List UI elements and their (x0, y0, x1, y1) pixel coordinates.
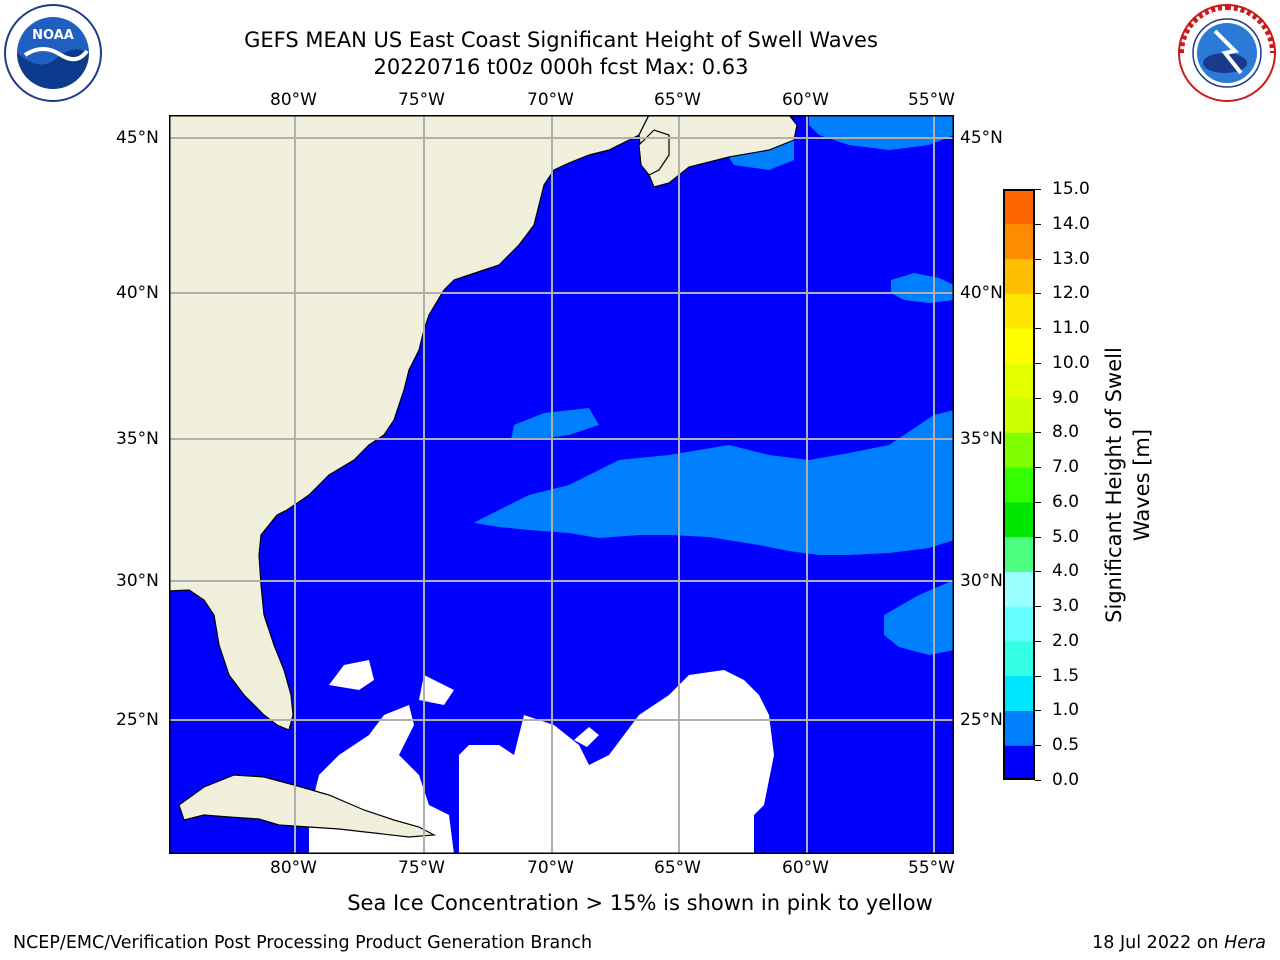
colorbar-tick (1035, 467, 1041, 469)
colorbar-tick-label: 11.0 (1052, 318, 1090, 339)
colorbar-tick (1035, 745, 1041, 747)
map-frame (169, 115, 954, 854)
lon-label-top: 70°W (527, 90, 574, 110)
colorbar-tick-label: 13.0 (1052, 248, 1090, 269)
lon-label-top: 80°W (270, 90, 317, 110)
chart-subtitle: 20220716 t00z 000h fcst Max: 0.63 (373, 55, 749, 79)
colorbar-tick-label: 1.0 (1052, 700, 1080, 721)
lat-label-left: 40°N (116, 283, 159, 303)
colorbar-segment (1003, 189, 1035, 225)
colorbar-segment (1003, 640, 1035, 677)
lat-label-left: 35°N (116, 429, 159, 449)
map-svg (168, 114, 954, 854)
colorbar-frame (1003, 189, 1035, 780)
lat-label-right: 30°N (960, 571, 1003, 591)
colorbar-tick-label: 3.0 (1052, 596, 1080, 617)
lat-label-right: 25°N (960, 710, 1003, 730)
lon-label-top: 75°W (398, 90, 445, 110)
colorbar-tick (1035, 710, 1041, 712)
lon-label-top: 60°W (782, 90, 829, 110)
lat-label-left: 45°N (116, 128, 159, 148)
colorbar-segment (1003, 745, 1035, 781)
lon-label-top: 65°W (654, 90, 701, 110)
sea-ice-note: Sea Ice Concentration > 15% is shown in … (347, 891, 933, 915)
colorbar-segment (1003, 362, 1035, 399)
colorbar-tick-label: 4.0 (1052, 561, 1080, 582)
colorbar-tick (1035, 571, 1041, 573)
colorbar-tick-label: 5.0 (1052, 526, 1080, 547)
footer-date-text: 18 Jul 2022 on (1092, 933, 1225, 953)
colorbar-tick (1035, 640, 1041, 642)
colorbar-segment (1003, 258, 1035, 294)
colorbar-tick (1035, 328, 1041, 330)
colorbar-segment (1003, 328, 1035, 364)
colorbar-segment (1003, 675, 1035, 711)
colorbar-tick-label: 2.0 (1052, 630, 1080, 651)
lat-label-right: 35°N (960, 429, 1003, 449)
colorbar-segment (1003, 710, 1035, 746)
lon-label-bottom: 65°W (654, 858, 701, 878)
colorbar-segment (1003, 223, 1035, 260)
colorbar-tick-labels: 0.0 0.5 1.0 1.5 2.0 3.0 4.0 5.0 6.0 7.0 8.0 9.0 10.0… (1035, 179, 1112, 790)
lon-label-bottom: 55°W (908, 858, 955, 878)
colorbar-title-line1: Significant Height of Swell (1102, 347, 1126, 623)
map-panel (168, 114, 954, 854)
colorbar-tick-label: 6.0 (1052, 491, 1080, 512)
colorbar-segment (1003, 293, 1035, 329)
colorbar-tick-label: 7.0 (1052, 457, 1080, 478)
lat-label-right: 45°N (960, 128, 1003, 148)
footer-date: 18 Jul 2022 on Hera (1092, 933, 1266, 953)
colorbar-tick-label: 8.0 (1052, 422, 1080, 443)
lat-label-right: 40°N (960, 283, 1003, 303)
colorbar-tick-label: 10.0 (1052, 352, 1090, 373)
colorbar-svg (1003, 189, 1035, 781)
colorbar-tick-label: 12.0 (1052, 283, 1090, 304)
colorbar-tick (1035, 501, 1041, 503)
colorbar-tick (1035, 606, 1041, 608)
lon-label-bottom: 80°W (270, 858, 317, 878)
lon-label-bottom: 75°W (398, 858, 445, 878)
colorbar-segment (1003, 397, 1035, 433)
lon-label-bottom: 60°W (782, 858, 829, 878)
colorbar-tick-label: 9.0 (1052, 387, 1080, 408)
footer-host: Hera (1224, 933, 1266, 953)
colorbar-tick (1035, 223, 1041, 225)
swell-05-10-regions (474, 115, 954, 655)
colorbar-tick (1035, 258, 1041, 260)
colorbar-tick-label: 0.5 (1052, 735, 1080, 756)
colorbar-tick-label: 0.0 (1052, 770, 1080, 790)
noaa-logo-text: NOAA (32, 28, 74, 43)
colorbar-segment (1003, 467, 1035, 503)
lon-label-bottom: 70°W (527, 858, 574, 878)
colorbar-segment (1003, 571, 1035, 607)
colorbar-segment (1003, 606, 1035, 642)
graticule (169, 115, 954, 854)
colorbar-tick-label: 14.0 (1052, 213, 1090, 234)
colorbar-tick (1035, 293, 1041, 295)
colorbar-segment (1003, 432, 1035, 468)
colorbar-tick (1035, 536, 1041, 538)
colorbar-tick-label: 1.5 (1052, 665, 1080, 686)
colorbar-tick (1035, 189, 1041, 190)
noaa-logo: NOAA (3, 3, 103, 103)
colorbar-tick (1035, 780, 1041, 781)
chart-title: GEFS MEAN US East Coast Significant Heig… (244, 28, 878, 52)
lon-label-top: 55°W (908, 90, 955, 110)
colorbar-tick-label: 15.0 (1052, 179, 1090, 199)
colorbar-tick (1035, 362, 1041, 364)
colorbar-title-line2: Waves [m] (1130, 428, 1154, 542)
footer-credit: NCEP/EMC/Verification Post Processing Pr… (13, 933, 593, 953)
lat-label-left: 30°N (116, 571, 159, 591)
colorbar-segment (1003, 501, 1035, 538)
colorbar-tick (1035, 432, 1041, 434)
colorbar-segment (1003, 536, 1035, 572)
colorbar-tick (1035, 397, 1041, 399)
nws-logo (1177, 3, 1277, 103)
colorbar-tick (1035, 675, 1041, 677)
lat-label-left: 25°N (116, 710, 159, 730)
colorbar (1003, 189, 1035, 781)
